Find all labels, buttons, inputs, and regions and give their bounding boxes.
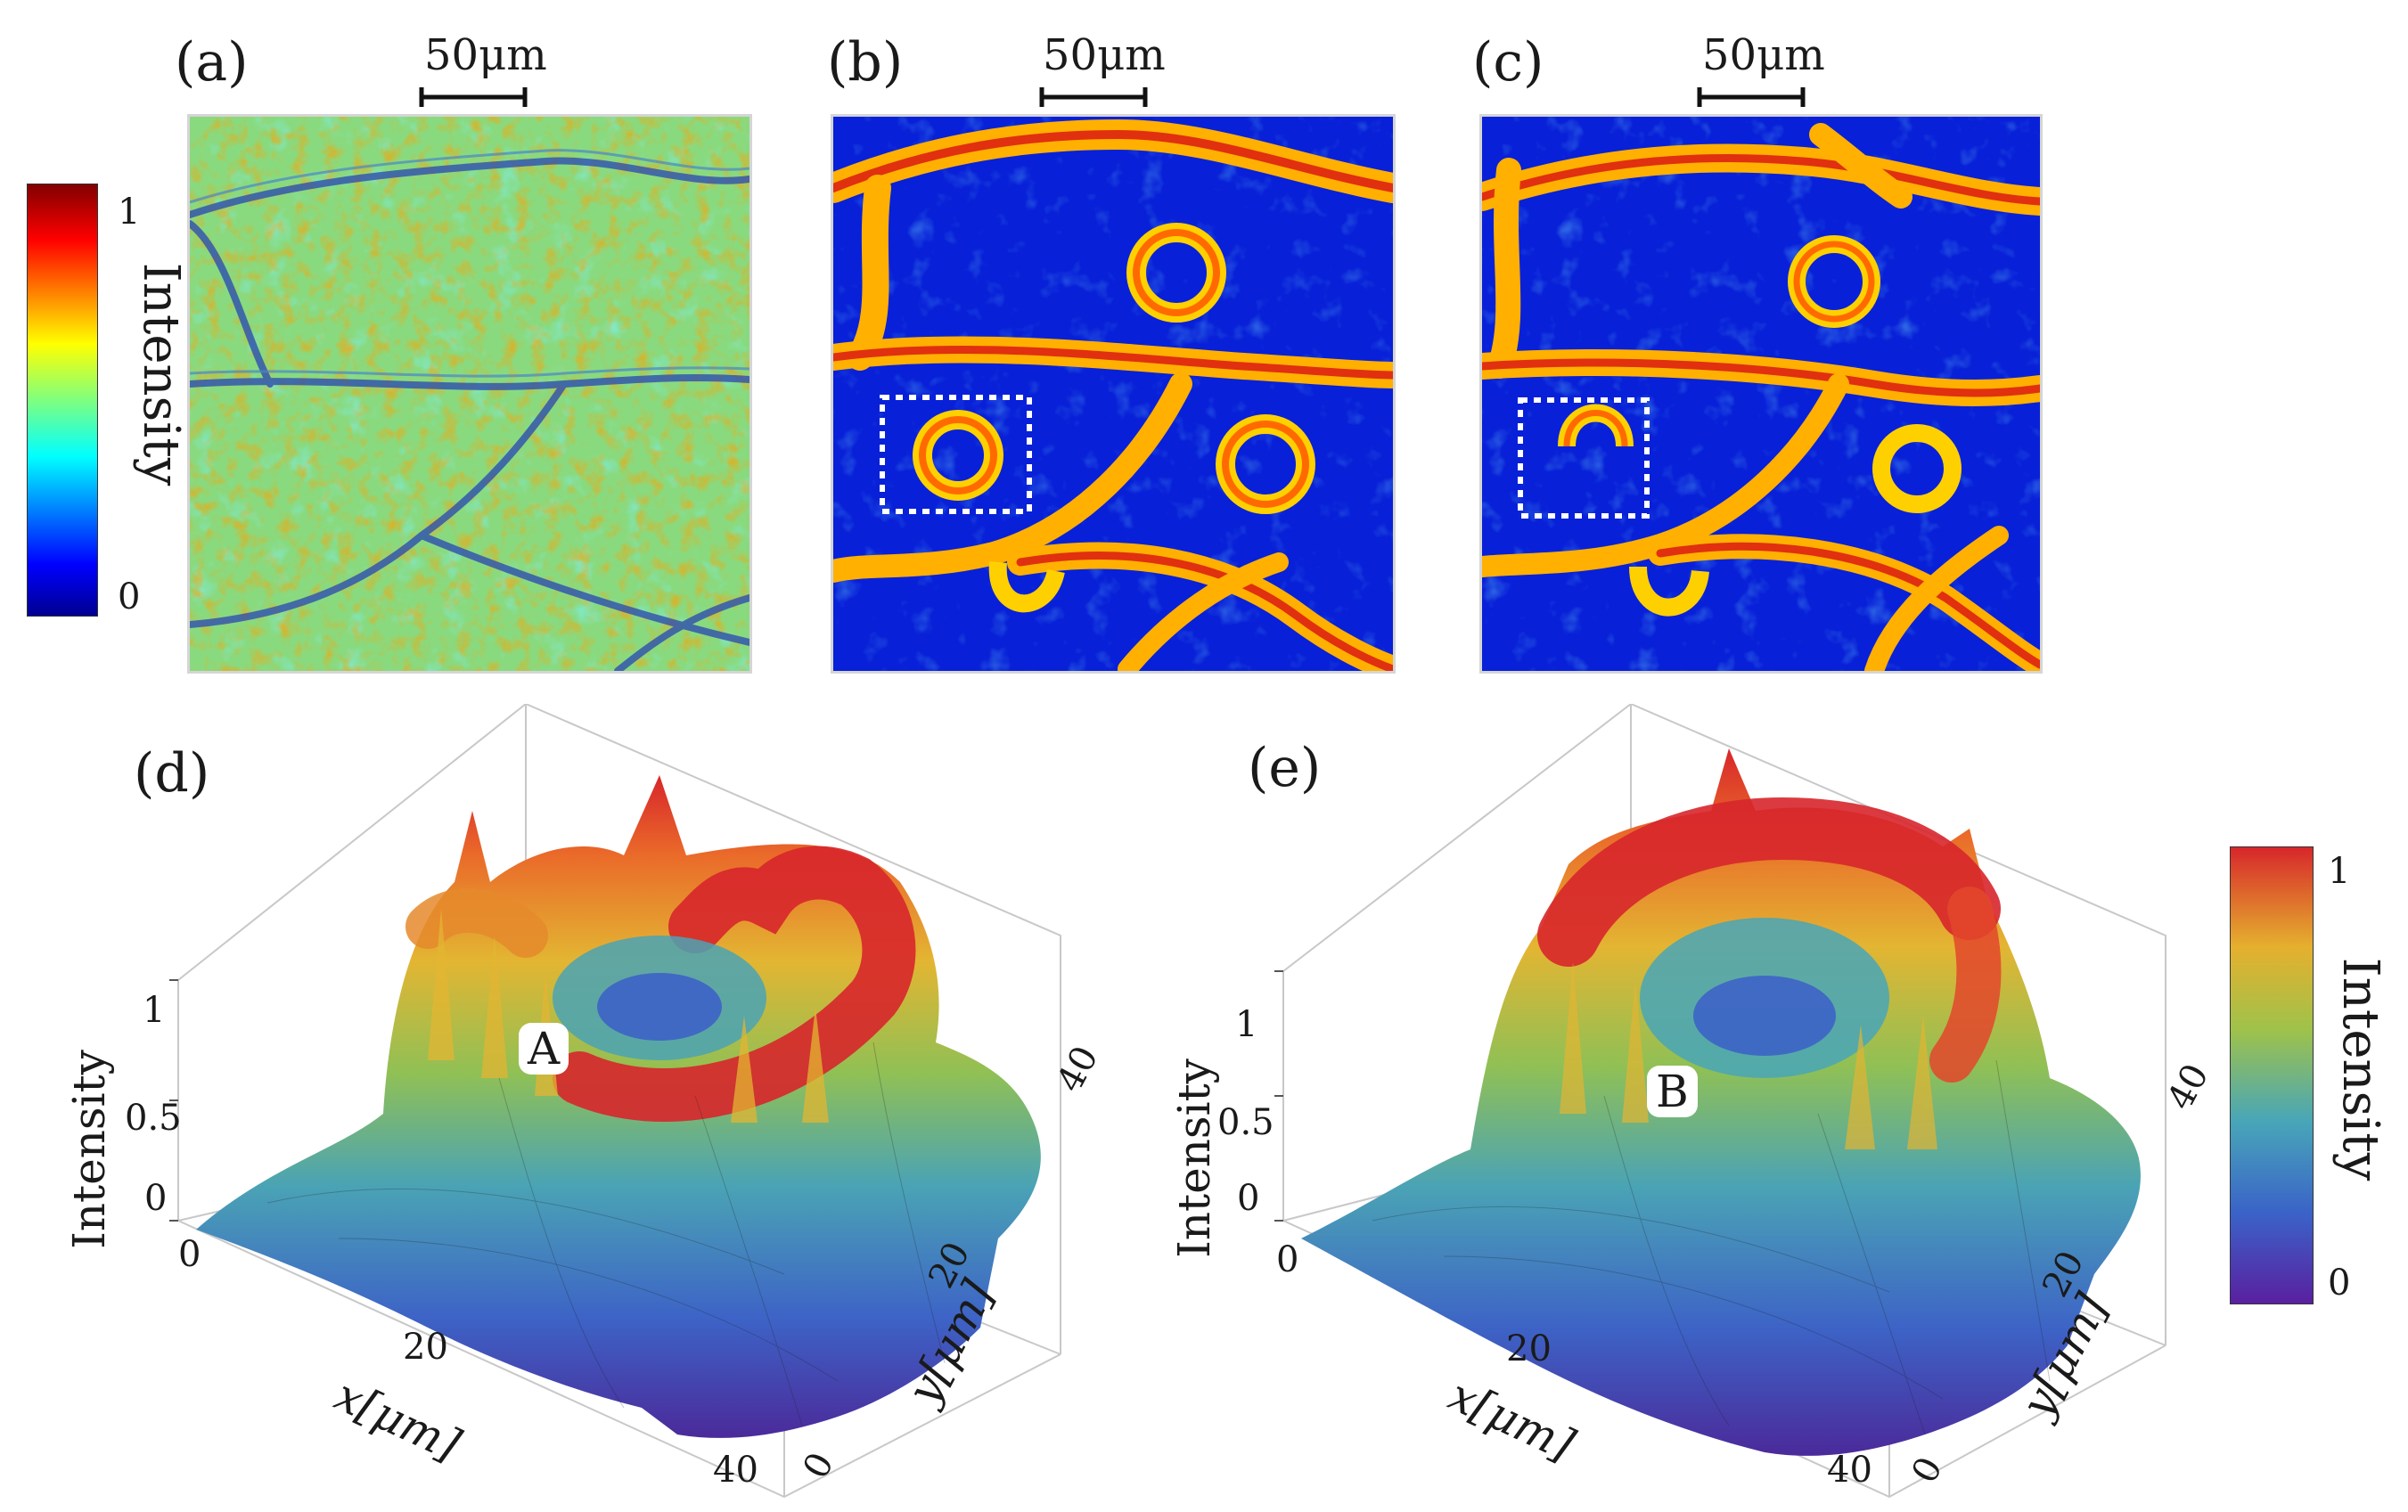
panel-c-label: (c): [1472, 31, 1544, 94]
panel-e-x-tick-20: 20: [1506, 1328, 1552, 1369]
panel-e-z-tick-1: 1: [1235, 1004, 1258, 1045]
panel-e-label: (e): [1248, 737, 1322, 799]
colorbar-rainbow: [2230, 846, 2314, 1304]
panel-d-x-tick-0: 0: [178, 1234, 201, 1275]
panel-b-scale-bar: [1039, 86, 1148, 109]
panel-d-z-tick-1: 1: [143, 990, 166, 1031]
panel-e-surface-plot: [1265, 704, 2192, 1506]
panel-d-surface-plot: [160, 704, 1123, 1506]
panel-c-scale-bar-label: 50μm: [1702, 30, 1825, 80]
colorbar-jet-max-label: 1: [118, 192, 141, 233]
panel-d-label: (d): [134, 742, 210, 805]
panel-b-scale-bar-label: 50μm: [1043, 30, 1166, 80]
panel-b-label: (b): [827, 31, 904, 94]
colorbar-jet-min-label: 0: [118, 576, 141, 617]
panel-b-image: [831, 114, 1396, 674]
panel-a-image: [187, 114, 752, 674]
panel-e-z-tick-05: 0.5: [1217, 1102, 1274, 1143]
panel-e-peak-text: B: [1656, 1066, 1689, 1117]
panel-d-z-title: Intensity: [63, 1050, 115, 1249]
panel-d-x-tick-40: 40: [713, 1450, 758, 1491]
colorbar-jet: [27, 184, 98, 617]
colorbar-jet-title: Intensity: [132, 262, 190, 486]
panel-e-peak-label: B: [1647, 1066, 1698, 1117]
panel-d-peak-label: A: [519, 1023, 569, 1075]
panel-c-scale-bar: [1697, 86, 1806, 109]
panel-d-z-tick-0: 0: [144, 1178, 168, 1219]
panel-d-x-tick-20: 20: [403, 1327, 448, 1368]
colorbar-rainbow-max-label: 1: [2328, 851, 2351, 892]
panel-e-x-tick-40: 40: [1827, 1450, 1872, 1491]
panel-a-scale-bar-label: 50μm: [424, 30, 547, 80]
panel-a-label: (a): [175, 31, 249, 94]
panel-e-z-title: Intensity: [1168, 1058, 1220, 1258]
panel-e-z-tick-0: 0: [1237, 1178, 1260, 1219]
panel-a-scale-bar: [419, 86, 528, 109]
panel-e-x-tick-0: 0: [1276, 1239, 1299, 1280]
panel-c-image: [1479, 114, 2043, 674]
panel-d-z-tick-05: 0.5: [125, 1098, 182, 1139]
colorbar-rainbow-min-label: 0: [2328, 1263, 2351, 1304]
colorbar-rainbow-title: Intensity: [2331, 957, 2389, 1181]
panel-d-peak-text: A: [528, 1023, 561, 1075]
